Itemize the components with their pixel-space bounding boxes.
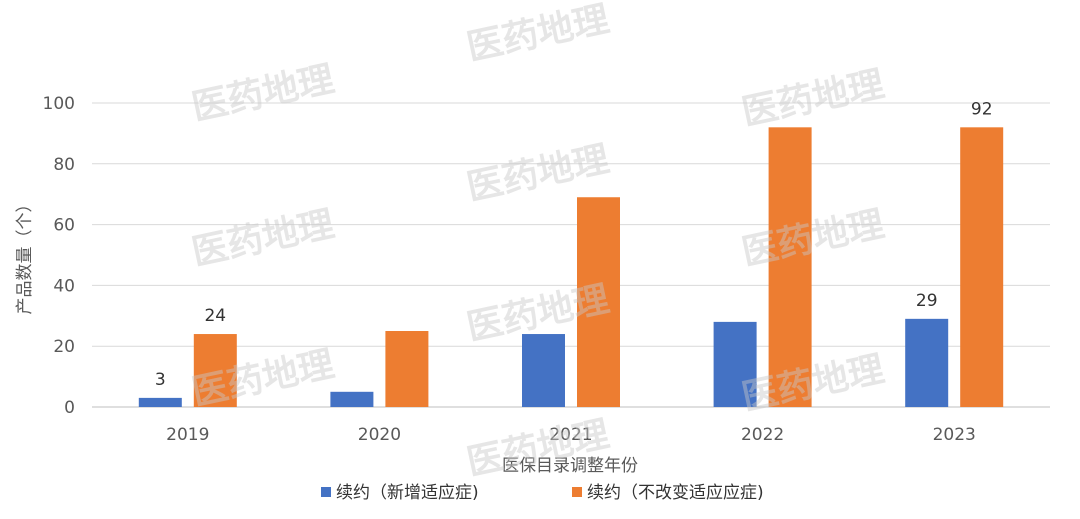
gridlines <box>92 102 1050 408</box>
y-axis-title: 产品数量（个） <box>15 196 35 315</box>
bar-unchanged-indication-2021 <box>577 197 620 407</box>
y-axis-ticks: 0 20 40 60 80 100 <box>43 94 75 418</box>
watermark-text: 医药地理 <box>738 349 887 419</box>
y-tick-label: 100 <box>43 94 75 114</box>
watermark-text: 医药地理 <box>738 64 887 134</box>
bar-unchanged-indication-2022 <box>768 127 812 407</box>
x-tick-label: 2019 <box>166 425 209 445</box>
watermark-text: 医药地理 <box>463 0 612 69</box>
y-tick-label: 0 <box>64 398 75 418</box>
legend-label: 续约（新增适应症) <box>336 483 479 503</box>
bar-new-indication-2022 <box>713 321 757 407</box>
bar-new-indication-2020 <box>330 391 374 407</box>
legend-label: 续约（不改变适应应症) <box>587 483 764 503</box>
bars <box>138 127 1004 407</box>
x-tick-label: 2023 <box>933 425 976 445</box>
data-labels: 3 24 29 92 <box>155 99 993 390</box>
watermark-text: 医药地理 <box>188 204 337 274</box>
x-tick-label: 2021 <box>549 425 592 445</box>
bar-unchanged-indication-2023 <box>960 127 1004 407</box>
x-tick-label: 2020 <box>358 425 401 445</box>
legend-swatch <box>321 487 331 497</box>
y-tick-label: 40 <box>53 276 75 296</box>
watermark-text: 医药地理 <box>188 59 337 129</box>
bar-unchanged-indication-2019 <box>193 334 237 407</box>
data-label: 29 <box>916 291 938 311</box>
bar-new-indication-2023 <box>905 318 949 407</box>
legend-swatch <box>572 487 582 497</box>
y-tick-label: 20 <box>53 337 75 357</box>
x-tick-label: 2022 <box>741 425 784 445</box>
x-axis-title: 医保目录调整年份 <box>502 456 638 476</box>
x-axis-ticks: 2019 2020 2021 2022 2023 <box>166 425 976 445</box>
data-label: 92 <box>971 99 993 119</box>
bar-unchanged-indication-2020 <box>385 331 429 407</box>
y-tick-label: 80 <box>53 155 75 175</box>
watermark-text: 医药地理 <box>738 204 887 274</box>
data-label: 24 <box>204 306 226 326</box>
bar-new-indication-2021 <box>522 334 565 407</box>
y-tick-label: 60 <box>53 216 75 236</box>
data-label: 3 <box>155 370 166 390</box>
legend: 续约（新增适应症) 续约（不改变适应应症) <box>321 483 764 503</box>
bar-new-indication-2019 <box>138 397 182 407</box>
